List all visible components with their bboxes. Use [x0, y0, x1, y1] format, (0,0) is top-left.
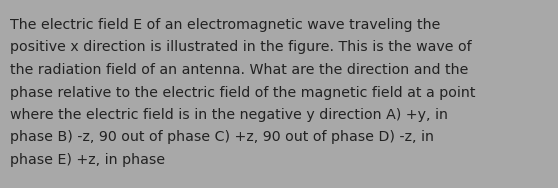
- Text: where the electric field is in the negative y direction A) +y, in: where the electric field is in the negat…: [10, 108, 448, 122]
- Text: positive x direction is illustrated in the figure. This is the wave of: positive x direction is illustrated in t…: [10, 40, 472, 55]
- Text: phase E) +z, in phase: phase E) +z, in phase: [10, 153, 165, 167]
- Text: the radiation field of an antenna. What are the direction and the: the radiation field of an antenna. What …: [10, 63, 468, 77]
- Text: phase relative to the electric field of the magnetic field at a point: phase relative to the electric field of …: [10, 86, 475, 99]
- Text: The electric field E of an electromagnetic wave traveling the: The electric field E of an electromagnet…: [10, 18, 440, 32]
- Text: phase B) -z, 90 out of phase C) +z, 90 out of phase D) -z, in: phase B) -z, 90 out of phase C) +z, 90 o…: [10, 130, 434, 145]
